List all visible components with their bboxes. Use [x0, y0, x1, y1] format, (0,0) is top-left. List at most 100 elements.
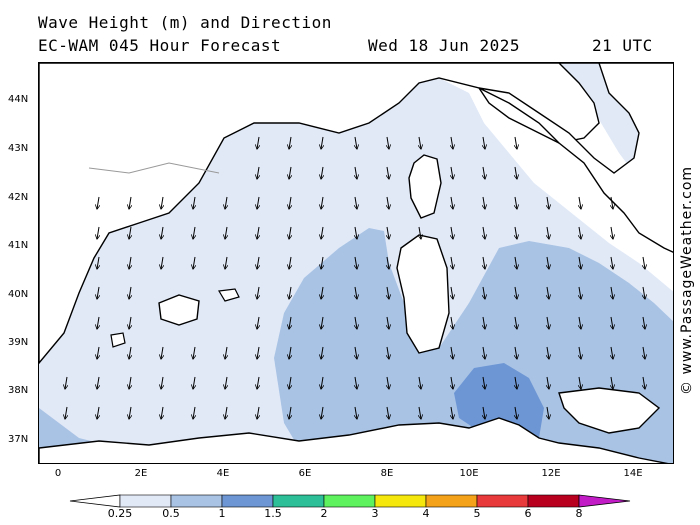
wave-direction-arrow: [257, 286, 259, 299]
map-area: [38, 62, 674, 464]
wave-direction-arrow: [225, 376, 227, 389]
wave-direction-arrow: [483, 406, 485, 419]
wave-direction-arrow: [97, 286, 99, 299]
wave-direction-arrow: [387, 166, 389, 179]
wave-direction-arrow: [387, 376, 389, 389]
wave-direction-arrow: [257, 226, 259, 239]
legend-label-0-5: 0.5: [162, 507, 180, 520]
wave-direction-arrow: [579, 286, 581, 299]
wave-direction-arrow: [483, 316, 485, 329]
wave-direction-arrow: [193, 406, 195, 419]
wave-direction-arrow: [515, 196, 517, 209]
color-legend: [69, 494, 631, 508]
wave-direction-arrow: [289, 346, 291, 359]
wave-direction-arrow: [289, 226, 291, 239]
wave-direction-arrow: [579, 346, 581, 359]
legend-label-5: 5: [473, 507, 481, 520]
wave-direction-arrow: [129, 256, 131, 269]
land-ibiza: [110, 332, 126, 348]
wave-direction-arrow: [483, 376, 485, 389]
wave-direction-arrow: [451, 286, 453, 299]
wave-direction-arrow: [515, 286, 517, 299]
wave-direction-arrow: [547, 286, 549, 299]
wave-direction-arrow: [611, 346, 613, 359]
wave-direction-arrow: [97, 376, 99, 389]
wave-direction-arrow: [451, 316, 453, 329]
wave-direction-arrow: [193, 376, 195, 389]
legend-swatch: [425, 494, 478, 508]
wave-direction-arrow: [387, 286, 389, 299]
land-mallorca: [158, 294, 200, 326]
wave-arrows: [65, 136, 645, 419]
wave-direction-arrow: [355, 286, 357, 299]
forecast-date: Wed 18 Jun 2025: [368, 36, 520, 55]
lat-label-43n: 43N: [8, 143, 29, 154]
wave-direction-arrow: [451, 166, 453, 179]
wave-direction-arrow: [515, 166, 517, 179]
wave-direction-arrow: [387, 406, 389, 419]
wave-direction-arrow: [387, 196, 389, 209]
wave-direction-arrow: [387, 136, 389, 149]
wave-direction-arrow: [483, 226, 485, 239]
wave-direction-arrow: [129, 316, 131, 329]
land-corsica: [408, 154, 442, 219]
legend-label-0-25: 0.25: [107, 507, 133, 520]
wave-direction-arrow: [257, 406, 259, 419]
legend-swatch: [323, 494, 376, 508]
wave-direction-arrow: [97, 406, 99, 419]
wave-direction-arrow: [321, 286, 323, 299]
lon-label-10e: 10E: [459, 468, 479, 479]
wave-direction-arrow: [355, 226, 357, 239]
wave-direction-arrow: [193, 256, 195, 269]
wave-direction-arrow: [355, 166, 357, 179]
wave-direction-arrow: [97, 196, 99, 209]
wave-direction-arrow: [129, 346, 131, 359]
legend-swatch: [527, 494, 580, 508]
wave-direction-arrow: [225, 256, 227, 269]
wave-direction-arrow: [515, 376, 517, 389]
wave-direction-arrow: [355, 136, 357, 149]
wave-direction-arrow: [387, 226, 389, 239]
wave-direction-arrow: [643, 376, 645, 389]
wave-direction-arrow: [451, 376, 453, 389]
wave-direction-arrow: [225, 226, 227, 239]
forecast-time: 21 UTC: [592, 36, 653, 55]
wave-direction-arrow: [289, 166, 291, 179]
wave-direction-arrow: [355, 316, 357, 329]
wave-direction-arrow: [483, 346, 485, 359]
wave-direction-arrow: [355, 196, 357, 209]
wave-direction-arrow: [65, 406, 67, 419]
wave-direction-arrow: [97, 226, 99, 239]
wave-direction-arrow: [579, 376, 581, 389]
lon-label-12e: 12E: [541, 468, 561, 479]
legend-swatch: [119, 494, 172, 508]
lon-label-14e: 14E: [623, 468, 643, 479]
wave-direction-arrow: [451, 196, 453, 209]
wave-direction-arrow: [611, 256, 613, 269]
land-spain-france: [39, 63, 673, 365]
wave-direction-arrow: [451, 136, 453, 149]
wave-direction-arrow: [257, 346, 259, 359]
wave-direction-arrow: [579, 226, 581, 239]
wave-direction-arrow: [483, 136, 485, 149]
wave-direction-arrow: [321, 406, 323, 419]
wave-direction-arrow: [611, 376, 613, 389]
wave-direction-arrow: [547, 316, 549, 329]
wave-direction-arrow: [321, 376, 323, 389]
wave-direction-arrow: [225, 346, 227, 359]
wave-direction-arrow: [355, 256, 357, 269]
wave-direction-arrow: [289, 376, 291, 389]
legend-label-1-5: 1.5: [264, 507, 282, 520]
wave-direction-arrow: [289, 316, 291, 329]
wave-direction-arrow: [355, 376, 357, 389]
legend-swatch: [221, 494, 274, 508]
wave-direction-arrow: [515, 256, 517, 269]
wave-direction-arrow: [419, 376, 421, 389]
wave-direction-arrow: [483, 286, 485, 299]
wave-direction-arrow: [387, 346, 389, 359]
legend-swatch: [476, 494, 529, 508]
map-svg: [39, 63, 673, 463]
wave-direction-arrow: [257, 136, 259, 149]
lon-label-4e: 4E: [216, 468, 230, 479]
lat-label-42n: 42N: [8, 192, 29, 203]
